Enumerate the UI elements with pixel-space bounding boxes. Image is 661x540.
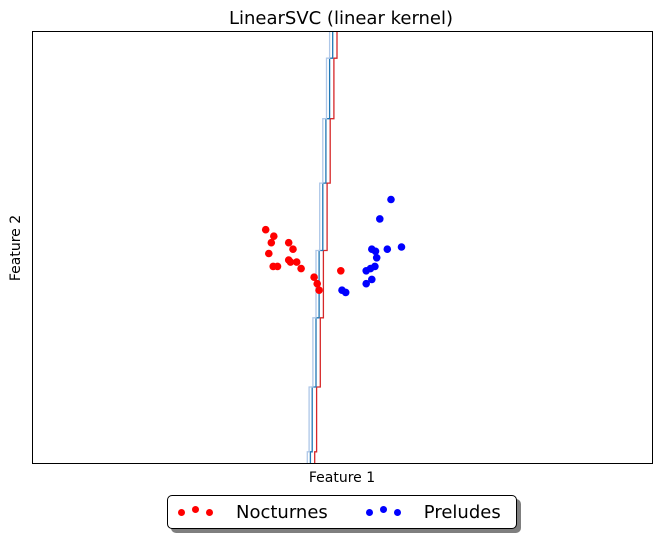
y-axis-label: Feature 2 <box>8 215 24 281</box>
data-point-preludes-4 <box>383 245 392 253</box>
legend-marker-nocturnes <box>178 506 220 516</box>
legend-dot <box>379 506 387 513</box>
legend-box: Nocturnes Preludes <box>167 495 517 529</box>
data-point-nocturnes-4 <box>289 245 297 253</box>
data-point-nocturnes-9 <box>286 258 295 266</box>
legend-dot <box>192 506 199 513</box>
data-point-preludes-1 <box>376 215 384 223</box>
data-point-preludes-3 <box>371 247 380 256</box>
chart-title: LinearSVC (linear kernel) <box>229 8 453 29</box>
decision-boundary-group <box>306 31 338 463</box>
legend-entry-nocturnes: Nocturnes <box>168 496 328 528</box>
legend-label-preludes: Preludes <box>423 501 501 523</box>
legend-label-nocturnes: Nocturnes <box>236 501 328 523</box>
data-point-nocturnes-12 <box>310 273 318 282</box>
data-points-group <box>261 195 406 297</box>
data-point-nocturnes-14 <box>315 286 323 295</box>
legend-dot <box>393 508 401 516</box>
data-point-preludes-9 <box>366 264 375 273</box>
legend: Nocturnes Preludes <box>167 495 521 533</box>
legend-marker-preludes <box>365 506 408 516</box>
legend-dot <box>178 508 185 516</box>
data-point-preludes-11 <box>362 279 371 288</box>
data-point-nocturnes-0 <box>261 225 270 234</box>
data-point-preludes-5 <box>372 253 381 262</box>
data-point-nocturnes-13 <box>313 279 322 288</box>
decision-boundary-line-1 <box>309 31 334 463</box>
legend-entry-preludes: Preludes <box>356 496 501 528</box>
data-point-nocturnes-1 <box>270 232 278 240</box>
decision-boundary-line-2 <box>306 31 331 463</box>
x-axis-label: Feature 1 <box>309 470 375 486</box>
decision-boundary-line-0 <box>314 31 338 463</box>
plot-frame <box>32 31 653 464</box>
data-point-nocturnes-3 <box>284 238 293 247</box>
data-point-preludes-0 <box>387 195 395 204</box>
data-point-nocturnes-11 <box>297 264 305 273</box>
data-point-preludes-10 <box>368 275 376 284</box>
legend-dot <box>365 508 373 516</box>
legend-dot <box>206 508 213 516</box>
data-point-preludes-13 <box>341 288 350 297</box>
data-point-nocturnes-8 <box>273 262 282 271</box>
data-point-preludes-6 <box>397 243 406 251</box>
data-point-nocturnes-6 <box>265 249 273 258</box>
data-point-nocturnes-2 <box>267 238 276 247</box>
data-point-nocturnes-15 <box>337 267 345 275</box>
data-point-nocturnes-10 <box>292 258 301 266</box>
